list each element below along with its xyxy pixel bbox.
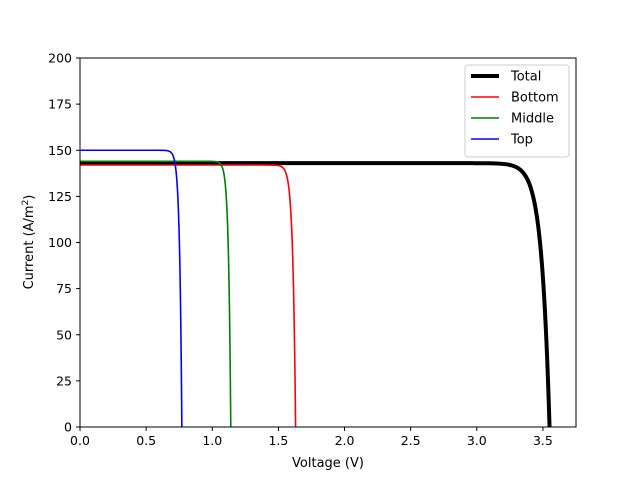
y-tick-label: 50 [56,327,72,342]
y-tick-label: 200 [48,51,72,66]
legend-box [464,64,570,158]
x-axis-label: Voltage (V) [292,456,364,471]
axes-layer: 0.0 0.5 1.0 1.5 2.0 2.5 3.0 3.5 0 25 50 75 100 125 150… [48,51,577,448]
y-tick-label: 150 [48,143,72,158]
series-line-top [80,149,183,427]
y-tick-label: 175 [48,97,72,112]
x-tick-label: 0.0 [70,433,90,448]
x-tick-label: 2.0 [335,433,355,448]
series-line-middle [80,160,232,427]
legend-label-middle: Middle [511,112,554,127]
series-line-bottom [80,164,297,427]
x-tick-label: 3.0 [467,433,487,448]
series-line-total [80,161,552,427]
x-tick-label: 0.5 [136,433,156,448]
x-tick-label: 3.5 [533,433,553,448]
legend-label-top: Top [510,133,533,148]
legend-label-total: Total [510,70,541,85]
y-tick-label: 100 [48,235,72,250]
x-tick-label: 2.5 [401,433,421,448]
y-tick-label: 75 [56,281,72,296]
legend: Total Bottom Middle Top [464,64,570,158]
legend-label-bottom: Bottom [511,91,559,106]
y-axis-label: Current (A/m2) [21,195,37,290]
series-layer [80,149,552,427]
y-tick-label: 125 [48,189,72,204]
x-tick-label: 1.5 [268,433,288,448]
x-tick-label: 1.0 [202,433,222,448]
y-tick-label: 25 [56,373,72,388]
y-tick-label: 0 [64,420,72,435]
